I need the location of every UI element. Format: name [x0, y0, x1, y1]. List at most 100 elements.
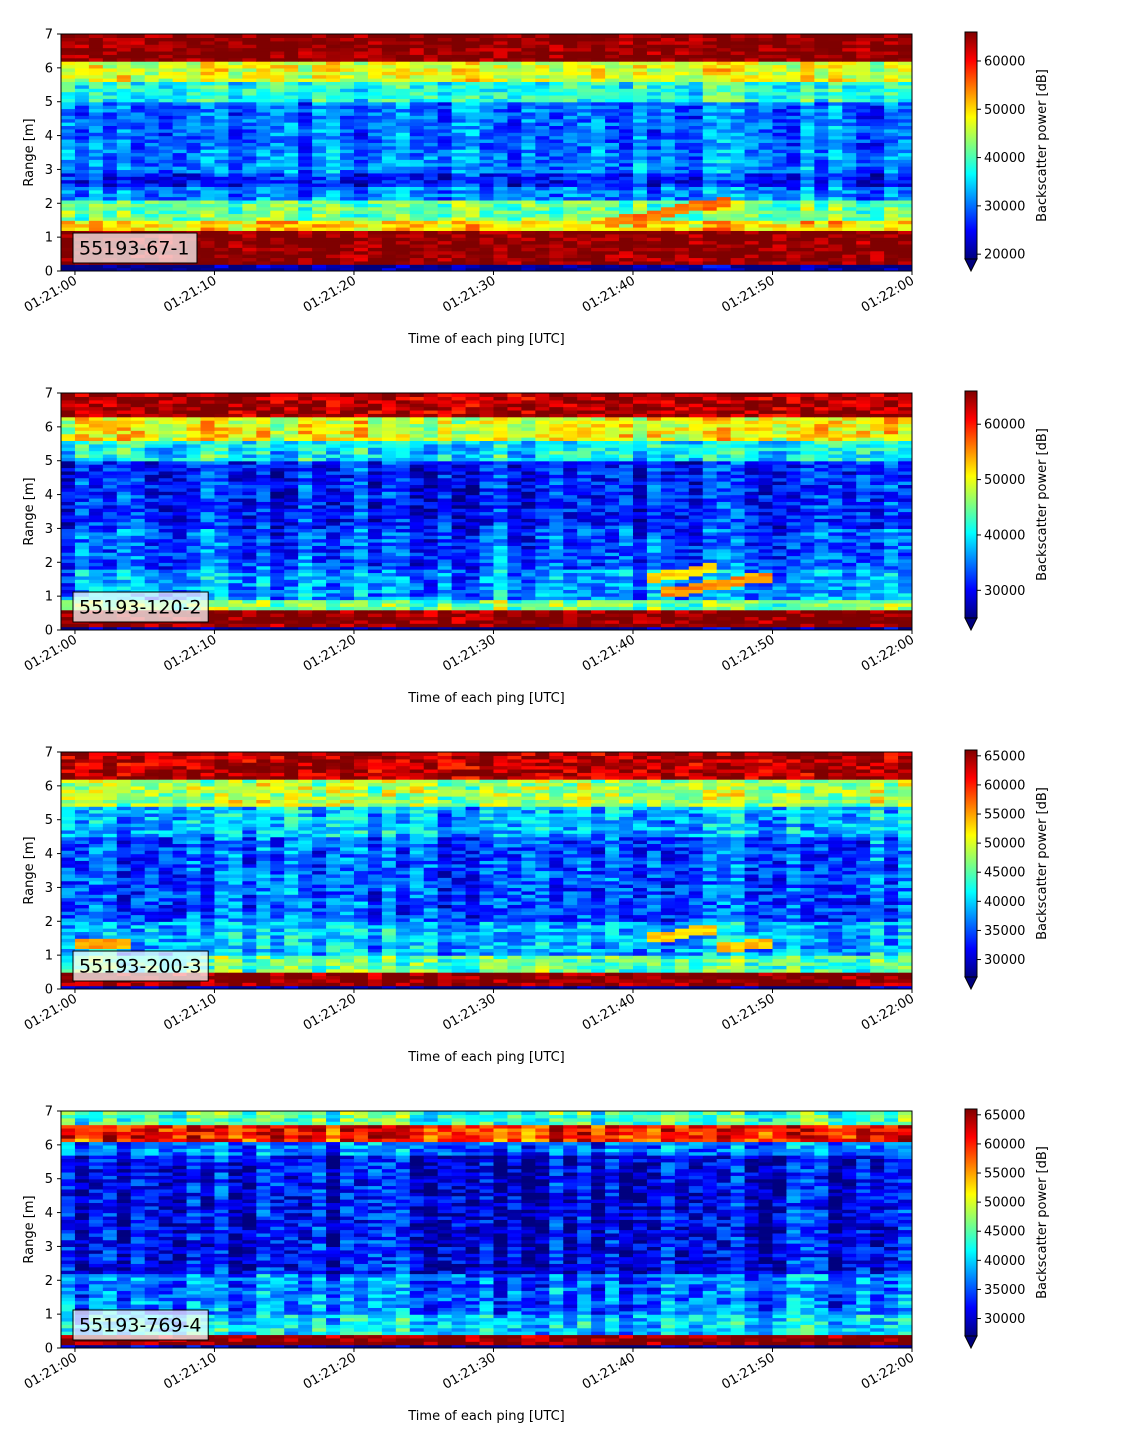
heatmap-cell: [270, 98, 285, 103]
heatmap-cell: [437, 91, 453, 96]
heatmap-cell: [130, 108, 146, 113]
heatmap-cell: [423, 101, 439, 106]
heatmap-cell: [772, 152, 788, 157]
heatmap-cell: [884, 264, 899, 269]
heatmap-cell: [214, 44, 230, 49]
heatmap-cell: [730, 84, 746, 89]
heatmap-cell: [88, 125, 104, 130]
heatmap-cell: [256, 88, 271, 93]
heatmap-cell: [144, 71, 160, 76]
heatmap-cell: [521, 606, 536, 611]
heatmap-cell: [619, 210, 634, 215]
heatmap-cell: [186, 264, 202, 269]
heatmap-cell: [716, 138, 732, 143]
heatmap-cell: [758, 118, 774, 123]
heatmap-cell: [409, 240, 425, 245]
heatmap-cell: [646, 78, 662, 82]
heatmap-cell: [298, 243, 313, 248]
heatmap-cell: [493, 596, 509, 601]
heatmap-cell: [200, 74, 216, 79]
heatmap-cell: [451, 240, 467, 245]
heatmap-cell: [465, 40, 481, 45]
heatmap-cell: [284, 203, 299, 208]
heatmap-cell: [423, 47, 439, 52]
heatmap-cell: [828, 61, 843, 66]
heatmap-cell: [74, 162, 90, 167]
heatmap-cell: [298, 37, 313, 42]
heatmap-cell: [172, 111, 188, 116]
heatmap-cell: [144, 203, 160, 208]
heatmap-cell: [563, 81, 578, 86]
heatmap-cell: [116, 210, 132, 215]
heatmap-cell: [326, 599, 341, 604]
heatmap-cell: [479, 267, 495, 271]
heatmap-cell: [884, 599, 899, 604]
heatmap-cell: [521, 101, 536, 106]
heatmap-cell: [493, 118, 509, 123]
heatmap-cell: [228, 237, 243, 242]
heatmap-cell: [367, 240, 383, 245]
heatmap-cell: [563, 213, 578, 218]
heatmap-cell: [828, 267, 843, 271]
heatmap-cell: [786, 176, 801, 181]
heatmap-cell: [800, 226, 815, 231]
heatmap-cell: [702, 254, 718, 259]
heatmap-cell: [423, 592, 439, 597]
heatmap-cell: [130, 226, 146, 231]
heatmap-cell: [479, 115, 495, 120]
heatmap-cell: [688, 182, 704, 187]
heatmap-cell: [479, 34, 495, 38]
heatmap-cell: [744, 189, 760, 194]
heatmap-cell: [353, 159, 369, 164]
heatmap-cell: [61, 596, 76, 601]
heatmap-cell: [465, 179, 481, 184]
heatmap-cell: [340, 210, 355, 215]
heatmap-cell: [367, 619, 383, 624]
heatmap-cell: [563, 37, 578, 42]
heatmap-cell: [158, 152, 174, 157]
heatmap-cell: [130, 101, 146, 106]
heatmap-cell: [451, 111, 467, 116]
heatmap-cell: [395, 260, 411, 265]
heatmap-cell: [786, 210, 801, 215]
heatmap-cell: [619, 47, 634, 52]
heatmap-cell: [674, 47, 690, 52]
heatmap-cell: [144, 111, 160, 116]
heatmap-cell: [786, 616, 801, 621]
heatmap-cell: [256, 47, 271, 52]
heatmap-cell: [577, 108, 592, 113]
heatmap-cell: [493, 91, 509, 96]
heatmap-cell: [102, 155, 118, 160]
heatmap-cell: [74, 159, 90, 164]
heatmap-cell: [200, 78, 216, 82]
heatmap-cell: [800, 237, 815, 242]
heatmap-cell: [367, 179, 383, 184]
heatmap-cell: [242, 71, 257, 76]
heatmap-cell: [605, 602, 620, 607]
heatmap-cell: [828, 223, 843, 228]
heatmap-cell: [395, 186, 411, 191]
heatmap-cell: [256, 616, 271, 621]
heatmap-cell: [632, 91, 648, 96]
heatmap-cell: [605, 105, 620, 110]
heatmap-cell: [674, 101, 690, 106]
heatmap-cell: [549, 196, 564, 201]
heatmap-cell: [730, 135, 746, 140]
heatmap-cell: [479, 257, 495, 262]
heatmap-cell: [800, 98, 815, 103]
heatmap-cell: [884, 199, 899, 204]
heatmap-cell: [856, 179, 871, 184]
heatmap-cell: [772, 101, 788, 106]
heatmap-cell: [577, 243, 592, 248]
heatmap-cell: [116, 626, 132, 630]
heatmap-cell: [660, 61, 676, 66]
heatmap-cell: [870, 149, 885, 154]
heatmap-cell: [340, 186, 355, 191]
heatmap-cell: [298, 122, 313, 127]
heatmap-cell: [242, 250, 257, 255]
heatmap-cell: [716, 626, 732, 630]
heatmap-cell: [591, 210, 606, 215]
heatmap-cell: [870, 54, 885, 59]
heatmap-cell: [619, 193, 634, 198]
heatmap-cell: [563, 125, 578, 130]
